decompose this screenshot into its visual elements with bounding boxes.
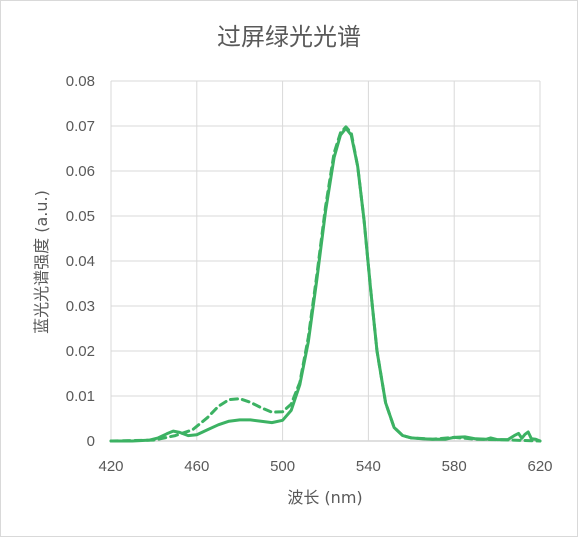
y-tick-label: 0.06	[66, 163, 95, 180]
y-tick-label: 0.01	[66, 388, 95, 405]
x-tick-label: 500	[270, 458, 295, 475]
series-line-dashed	[109, 125, 542, 443]
x-tick-label: 420	[98, 458, 123, 475]
y-tick-label: 0	[87, 433, 95, 450]
series-line-solid	[109, 126, 542, 443]
y-tick-label: 0.02	[66, 343, 95, 360]
gridlines	[110, 80, 541, 442]
y-tick-label: 0.05	[66, 208, 95, 225]
y-tick-label: 0.04	[66, 253, 95, 270]
x-axis-label: 波长 (nm)	[287, 488, 362, 507]
x-tick-label: 580	[442, 458, 467, 475]
y-axis-label: 蓝光光谱强度 (a.u.)	[32, 190, 51, 334]
x-tick-labels: 420 460 500 540 580 620	[98, 458, 552, 475]
x-tick-label: 460	[184, 458, 209, 475]
x-tick-label: 620	[527, 458, 552, 475]
series-lines	[109, 125, 542, 443]
x-tick-label: 540	[356, 458, 381, 475]
y-tick-label: 0.03	[66, 298, 95, 315]
chart-title: 过屏绿光光谱	[217, 23, 361, 51]
y-tick-label: 0.07	[66, 118, 95, 135]
y-tick-label: 0.08	[66, 73, 95, 90]
y-tick-labels: 0 0.01 0.02 0.03 0.04 0.05 0.06 0.07 0.08	[66, 73, 95, 450]
